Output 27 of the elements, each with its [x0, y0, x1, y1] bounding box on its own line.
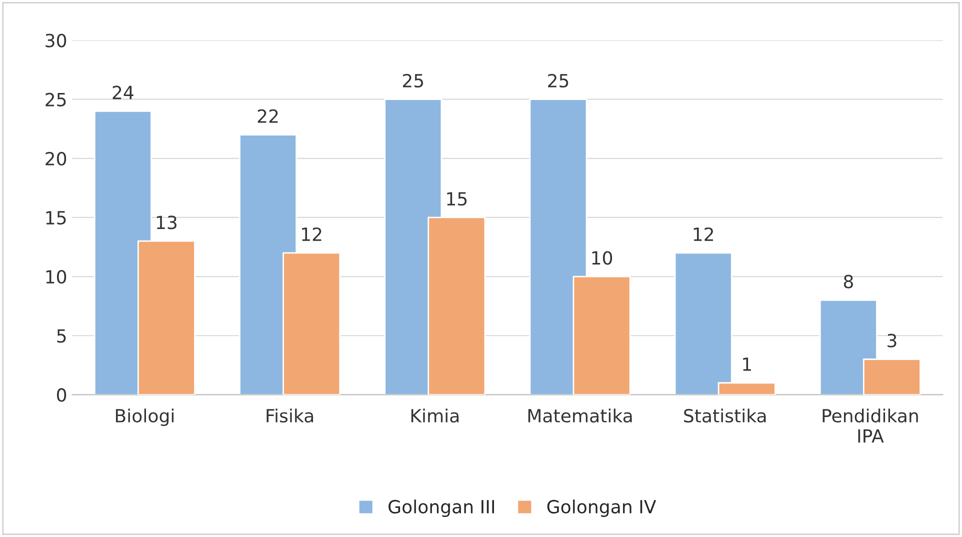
x-tick-label: Matematika — [528, 408, 632, 423]
x-tick-label: Biologi — [116, 408, 174, 426]
y-tick-label: 30 — [46, 34, 66, 48]
y-tick-label: 25 — [46, 92, 66, 106]
data-label: 10 — [592, 251, 612, 265]
data-label: 25 — [402, 74, 424, 88]
data-label: 1 — [743, 358, 751, 371]
data-label: 12 — [302, 227, 322, 241]
data-label: 15 — [447, 192, 467, 206]
data-label: 24 — [112, 86, 134, 100]
x-tick-label: Statistika — [684, 408, 766, 423]
x-tick-label: Pendidikan IPA — [822, 408, 918, 443]
y-tick-label: 20 — [46, 152, 66, 166]
legend-label: Golongan IV — [547, 500, 656, 518]
y-tick-label: 5 — [57, 329, 66, 343]
data-label: 22 — [258, 109, 278, 123]
y-tick-label: 0 — [56, 388, 66, 402]
legend-label: Golongan III — [388, 500, 494, 518]
y-tick-label: 15 — [46, 211, 66, 225]
data-label: 13 — [156, 216, 177, 230]
data-label: 25 — [548, 74, 568, 88]
x-tick-label: Kimia — [411, 408, 459, 423]
data-label: 8 — [844, 274, 853, 288]
y-tick-label: 10 — [46, 270, 66, 284]
data-label: 12 — [694, 227, 714, 241]
x-tick-label: Fisika — [266, 408, 314, 423]
data-label: 3 — [888, 334, 896, 348]
